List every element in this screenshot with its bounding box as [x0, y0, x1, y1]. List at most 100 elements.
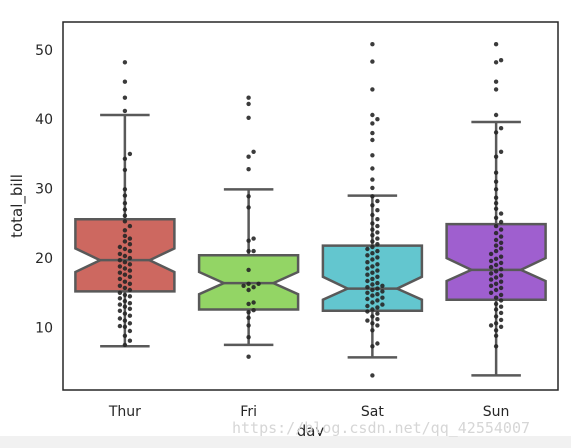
data-point	[122, 167, 128, 173]
data-point	[122, 285, 128, 291]
data-point	[127, 274, 133, 279]
box-group-fri	[197, 188, 300, 347]
data-point	[375, 242, 380, 247]
data-point	[122, 260, 128, 265]
data-point	[498, 298, 504, 303]
data-point	[122, 187, 128, 192]
data-point	[370, 221, 375, 226]
data-point	[498, 126, 504, 131]
data-point	[127, 268, 133, 273]
data-point	[127, 313, 133, 318]
data-point	[498, 227, 504, 232]
data-point	[365, 296, 370, 302]
data-point	[370, 282, 375, 287]
data-point	[493, 281, 499, 286]
data-point	[365, 260, 370, 265]
data-point	[246, 354, 251, 359]
data-point	[246, 315, 251, 320]
data-point	[488, 251, 494, 257]
data-point	[117, 270, 123, 275]
data-point	[246, 287, 251, 293]
data-point	[256, 281, 261, 286]
data-point	[246, 95, 251, 100]
plot-frame	[62, 21, 559, 391]
data-point	[117, 258, 123, 263]
data-point	[127, 281, 133, 286]
data-point	[127, 151, 133, 157]
data-point	[365, 318, 370, 323]
data-point	[122, 292, 128, 298]
data-point	[370, 194, 375, 199]
data-point	[493, 275, 499, 280]
data-point	[493, 344, 499, 349]
data-point	[498, 285, 504, 291]
watermark-text: https://blog.csdn.net/qq_42554007	[232, 419, 531, 437]
y-tick-label: 40	[35, 112, 53, 128]
data-point	[122, 266, 128, 271]
box-group-sat	[321, 194, 424, 359]
data-point	[122, 253, 128, 259]
data-point	[493, 243, 499, 248]
data-point	[370, 270, 375, 275]
data-point	[370, 328, 375, 333]
x-axis-ticks: Thur Fri Sat Sun	[108, 404, 510, 420]
data-point	[246, 115, 251, 121]
data-point	[498, 234, 504, 239]
data-point	[127, 255, 133, 261]
data-point	[493, 287, 499, 293]
data-point	[488, 323, 494, 328]
data-point	[375, 255, 380, 260]
data-point	[370, 257, 375, 262]
data-point	[493, 187, 499, 192]
data-point	[370, 185, 375, 191]
data-point	[246, 301, 251, 307]
data-point	[370, 239, 375, 244]
data-point	[117, 316, 123, 321]
data-point	[375, 311, 380, 316]
data-point	[488, 264, 494, 270]
data-point	[380, 295, 385, 300]
data-point	[127, 301, 133, 306]
data-point	[127, 242, 133, 247]
data-point	[117, 283, 123, 288]
data-point	[246, 205, 251, 210]
data-point	[127, 223, 133, 229]
data-point	[498, 149, 504, 154]
data-point	[122, 318, 128, 323]
data-point	[375, 223, 380, 229]
data-point	[122, 95, 128, 100]
data-point	[246, 194, 251, 199]
data-point	[117, 244, 123, 250]
data-point	[493, 130, 499, 135]
data-point	[370, 87, 375, 92]
y-tick-label: 10	[35, 321, 53, 337]
data-point	[375, 236, 380, 241]
data-point	[380, 302, 385, 307]
data-point	[375, 292, 380, 297]
data-point	[117, 302, 123, 307]
data-point	[370, 300, 375, 305]
data-point	[498, 254, 504, 259]
data-point	[122, 79, 128, 84]
data-point	[122, 246, 128, 252]
data-point	[117, 264, 123, 269]
data-point	[493, 201, 499, 206]
data-point	[365, 246, 370, 252]
data-point	[370, 344, 375, 349]
footer-strip	[0, 436, 571, 448]
data-point	[493, 262, 499, 268]
data-point	[241, 283, 246, 288]
data-point	[370, 227, 375, 232]
data-point	[493, 230, 499, 236]
data-point	[498, 211, 504, 216]
data-point	[117, 308, 123, 313]
data-point	[498, 279, 504, 284]
data-point	[127, 248, 133, 254]
data-point	[498, 317, 504, 323]
data-point	[246, 335, 251, 340]
data-point	[251, 300, 256, 305]
data-point	[375, 323, 380, 328]
data-point	[493, 87, 499, 92]
data-point	[493, 295, 499, 300]
data-point	[365, 309, 370, 314]
